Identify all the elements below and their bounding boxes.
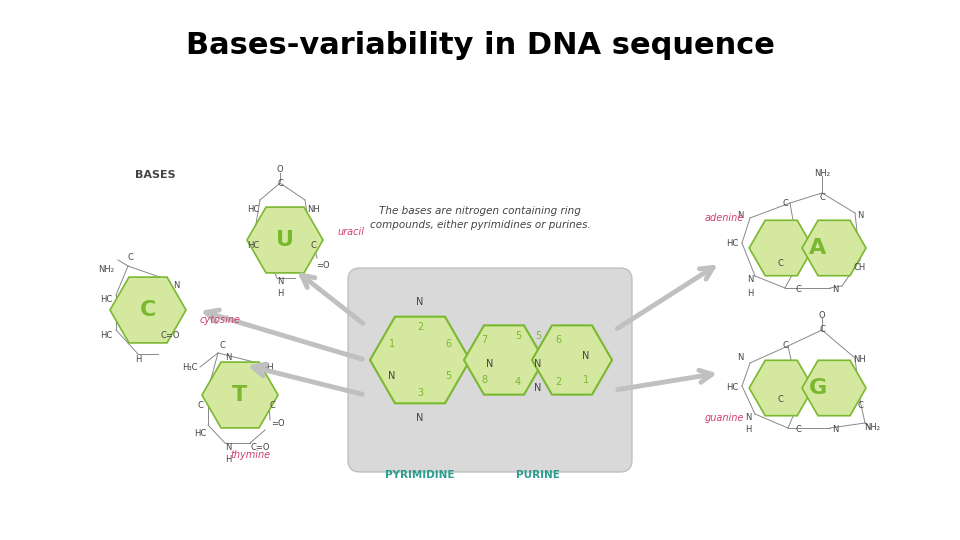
Text: U: U [276, 230, 294, 250]
Text: 5: 5 [515, 331, 521, 341]
Text: 8: 8 [481, 375, 487, 385]
Text: 7: 7 [481, 335, 487, 345]
Text: HC: HC [726, 383, 738, 393]
Text: C: C [269, 401, 275, 409]
FancyBboxPatch shape [348, 268, 632, 472]
Text: C: C [310, 240, 316, 249]
Text: C: C [140, 300, 156, 320]
Text: PYRIMIDINE: PYRIMIDINE [385, 470, 455, 480]
Text: N: N [745, 414, 751, 422]
Text: =O: =O [271, 418, 285, 428]
Text: BASES: BASES [135, 170, 176, 180]
Text: H: H [276, 289, 283, 299]
Text: G: G [809, 378, 828, 398]
Text: 1: 1 [389, 339, 395, 349]
Text: C: C [819, 326, 825, 334]
Text: 5: 5 [445, 372, 451, 381]
Text: NH₂: NH₂ [864, 423, 880, 433]
Text: N: N [737, 354, 743, 362]
Text: 5: 5 [535, 331, 541, 341]
Text: HC: HC [247, 240, 259, 249]
Text: HC: HC [100, 330, 112, 340]
Polygon shape [110, 277, 186, 343]
Text: H: H [134, 355, 141, 364]
Text: N: N [535, 383, 541, 393]
Text: HC: HC [100, 295, 112, 305]
Text: HC: HC [247, 206, 259, 214]
Text: N: N [225, 442, 231, 451]
Text: NH: NH [853, 355, 866, 364]
Text: O: O [276, 165, 283, 174]
Polygon shape [247, 207, 323, 273]
Text: H: H [745, 426, 751, 435]
Text: H: H [747, 288, 754, 298]
Text: thymine: thymine [230, 450, 270, 460]
Text: C: C [795, 426, 801, 435]
Text: C=O: C=O [251, 442, 270, 451]
Polygon shape [802, 360, 866, 416]
Text: N: N [276, 278, 283, 287]
Polygon shape [464, 326, 544, 395]
Text: adenine: adenine [705, 213, 744, 223]
Text: 3: 3 [417, 388, 423, 397]
Text: N: N [173, 280, 180, 289]
Text: N: N [831, 426, 838, 435]
Text: A: A [809, 238, 827, 258]
Text: uracil: uracil [337, 227, 364, 237]
Text: T: T [232, 385, 248, 405]
Text: 1: 1 [583, 375, 589, 385]
Text: guanine: guanine [705, 413, 744, 423]
Text: O: O [819, 312, 826, 321]
Text: C: C [819, 193, 825, 202]
Text: H: H [225, 456, 231, 464]
Text: N: N [487, 359, 493, 369]
Text: NH₂: NH₂ [98, 266, 114, 274]
Text: N: N [857, 212, 863, 220]
Text: H₃C: H₃C [182, 362, 198, 372]
Text: N: N [225, 353, 231, 361]
Text: Bases-variability in DNA sequence: Bases-variability in DNA sequence [185, 30, 775, 59]
Text: C: C [782, 199, 788, 207]
Text: C: C [777, 395, 783, 404]
Text: N: N [535, 359, 541, 369]
Text: 2: 2 [417, 322, 423, 333]
Text: 6: 6 [445, 339, 451, 349]
Text: The bases are nitrogen containing ring
compounds, either pyrimidines or purines.: The bases are nitrogen containing ring c… [370, 206, 590, 231]
Polygon shape [532, 326, 612, 395]
Text: HC: HC [726, 239, 738, 247]
Text: C: C [795, 286, 801, 294]
Text: C: C [197, 401, 203, 409]
Polygon shape [749, 220, 813, 276]
Text: HC: HC [194, 429, 206, 437]
Text: C: C [277, 179, 283, 187]
Text: C: C [782, 341, 788, 350]
Text: C: C [127, 253, 132, 262]
Text: N: N [747, 275, 754, 285]
Text: C: C [857, 402, 863, 410]
Text: N: N [388, 372, 396, 381]
Text: 2: 2 [555, 377, 562, 387]
Text: C: C [219, 341, 225, 349]
Polygon shape [802, 220, 866, 276]
Text: N: N [417, 413, 423, 423]
Text: N: N [737, 212, 743, 220]
Text: C: C [777, 259, 783, 267]
Text: C=O: C=O [160, 330, 180, 340]
Text: N: N [417, 297, 423, 307]
Text: 4: 4 [515, 377, 521, 387]
Text: PURINE: PURINE [516, 470, 560, 480]
Text: NH₂: NH₂ [814, 168, 830, 178]
Polygon shape [749, 360, 813, 416]
Text: N: N [583, 351, 589, 361]
Text: N: N [831, 286, 838, 294]
Text: =O: =O [316, 260, 330, 269]
Polygon shape [202, 362, 278, 428]
Text: NH: NH [262, 362, 275, 372]
Text: cytosine: cytosine [200, 315, 241, 325]
Text: CH: CH [853, 264, 866, 273]
Text: NH: NH [306, 206, 320, 214]
Polygon shape [370, 316, 470, 403]
Text: 6: 6 [555, 335, 561, 345]
